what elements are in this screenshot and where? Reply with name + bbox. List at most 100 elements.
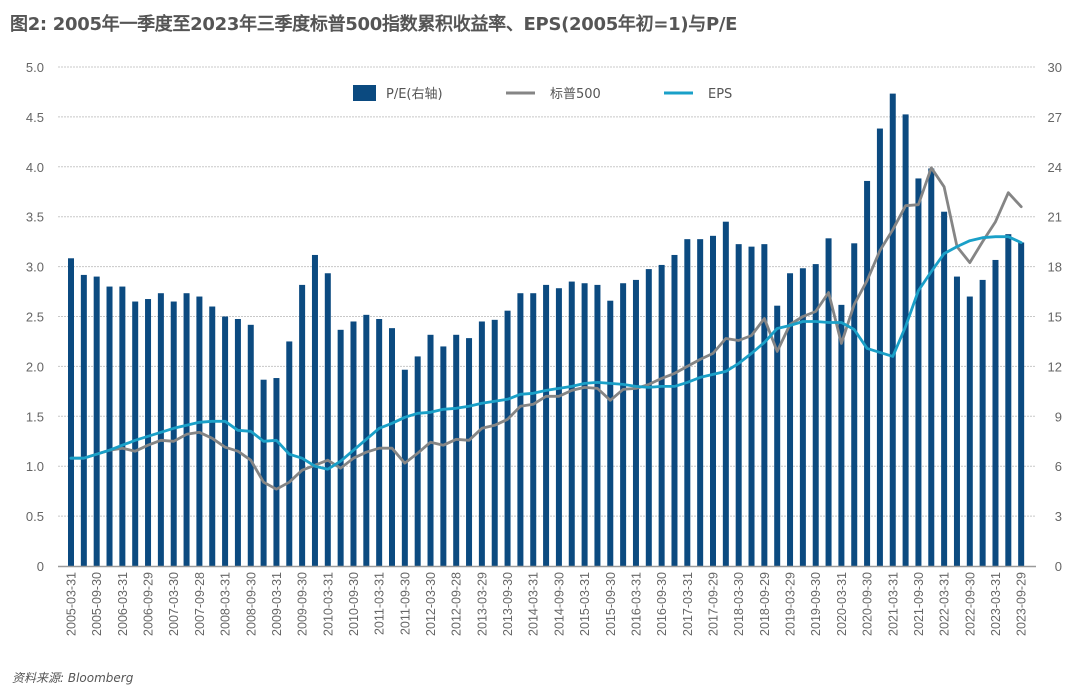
pe-bar	[311, 254, 318, 566]
pe-bar	[658, 264, 665, 566]
x-tick-label: 2020-09-30	[861, 572, 875, 636]
pe-bar	[684, 239, 691, 566]
pe-bar	[607, 300, 614, 566]
pe-bar	[992, 259, 999, 566]
x-tick-label: 2023-09-29	[1015, 572, 1029, 636]
pe-bar	[889, 93, 896, 566]
pe-bar	[222, 316, 229, 566]
legend-pe-label: P/E(右轴)	[386, 87, 443, 102]
x-tick-label: 2018-03-30	[732, 572, 746, 636]
x-tick-label: 2008-03-31	[219, 572, 233, 636]
pe-bar	[234, 318, 241, 566]
x-tick-label: 2016-03-31	[629, 572, 643, 636]
pe-bar	[260, 379, 267, 566]
pe-bar	[350, 321, 357, 566]
x-tick-label: 2019-03-29	[784, 572, 798, 636]
y-left-tick-label: 3.0	[26, 260, 44, 275]
pe-bar	[119, 286, 126, 566]
pe-bar	[825, 238, 832, 566]
x-tick-label: 2015-03-31	[578, 572, 592, 636]
y-right-tick-label: 24	[1048, 160, 1062, 175]
chart-title: 图2: 2005年一季度至2023年三季度标普500指数累积收益率、EPS(20…	[10, 14, 738, 35]
pe-bar	[979, 279, 986, 566]
x-tick-label: 2014-03-31	[527, 572, 541, 636]
y-right-tick-label: 27	[1048, 110, 1062, 125]
pe-bar	[68, 258, 74, 566]
legend: P/E(右轴) 标普500 EPS	[353, 85, 732, 102]
line-series	[69, 166, 1023, 491]
pe-bar	[864, 180, 871, 566]
y-axis-right: 0 3 6 9 12 15 18 21 24 27 30	[1048, 60, 1062, 574]
pe-bar	[440, 346, 447, 566]
pe-bar	[581, 283, 588, 566]
pe-bar	[671, 254, 678, 566]
legend-pe-swatch	[353, 85, 376, 101]
pe-bar	[478, 321, 485, 566]
y-right-tick-label: 21	[1048, 210, 1062, 225]
pe-bar	[645, 269, 652, 566]
source-note: 资料来源: Bloomberg	[12, 671, 134, 685]
x-tick-label: 2005-03-31	[65, 572, 79, 636]
y-left-tick-label: 2.0	[26, 359, 44, 374]
eps-line	[69, 235, 1023, 471]
pe-bar	[247, 324, 254, 566]
pe-bar	[427, 334, 434, 566]
pe-bar	[145, 299, 152, 566]
y-left-tick-label: 3.5	[26, 210, 44, 225]
pe-bar	[722, 221, 729, 566]
pe-bar	[594, 284, 601, 566]
x-tick-label: 2013-03-29	[475, 572, 489, 636]
x-tick-label: 2017-09-29	[707, 572, 721, 636]
x-tick-label: 2013-09-30	[501, 572, 515, 636]
pe-bar	[414, 356, 421, 566]
pe-bar	[632, 279, 639, 566]
pe-bar	[453, 334, 460, 566]
y-right-tick-label: 12	[1048, 359, 1062, 374]
y-right-tick-label: 6	[1055, 459, 1062, 474]
pe-bar	[1018, 242, 1025, 566]
y-right-tick-label: 15	[1048, 310, 1062, 325]
pe-bar	[324, 273, 331, 566]
x-tick-label: 2009-03-31	[270, 572, 284, 636]
pe-bar	[170, 301, 177, 566]
pe-bar	[209, 306, 216, 566]
pe-bar	[491, 319, 498, 566]
x-tick-label: 2015-09-30	[604, 572, 618, 636]
pe-bar	[543, 284, 550, 566]
pe-bar	[517, 293, 524, 566]
pe-bar	[620, 283, 627, 566]
pe-bar	[80, 274, 87, 566]
x-tick-label: 2021-03-31	[886, 572, 900, 636]
pe-bar	[273, 378, 280, 566]
pe-bar	[568, 281, 575, 566]
y-left-tick-label: 1.0	[26, 459, 44, 474]
legend-eps-label: EPS	[708, 87, 732, 102]
pe-bar	[941, 211, 948, 566]
x-tick-label: 2017-03-31	[681, 572, 695, 636]
pe-bar	[337, 329, 344, 566]
y-left-tick-label: 5.0	[26, 60, 44, 75]
x-tick-label: 2022-09-30	[963, 572, 977, 636]
x-tick-label: 2005-09-30	[90, 572, 104, 636]
y-right-tick-label: 18	[1048, 260, 1062, 275]
legend-sp500-label: 标普500	[550, 87, 601, 102]
x-tick-label: 2010-03-31	[321, 572, 335, 636]
pe-bars	[68, 93, 1025, 567]
pe-bar	[504, 310, 511, 566]
x-tick-label: 2009-09-30	[296, 572, 310, 636]
x-tick-label: 2014-09-30	[552, 572, 566, 636]
pe-bar	[132, 301, 139, 566]
pe-bar	[1005, 234, 1012, 567]
sp500-line	[69, 166, 1023, 491]
pe-bar	[787, 273, 794, 566]
x-tick-label: 2006-09-29	[142, 572, 156, 636]
x-tick-label: 2022-03-31	[938, 572, 952, 636]
pe-bar	[183, 293, 190, 566]
y-right-tick-label: 0	[1055, 559, 1062, 574]
x-tick-label: 2012-09-28	[450, 572, 464, 636]
pe-bar	[748, 246, 755, 566]
pe-bar	[299, 284, 306, 566]
pe-bar	[157, 293, 164, 566]
x-tick-label: 2011-03-31	[373, 572, 387, 635]
